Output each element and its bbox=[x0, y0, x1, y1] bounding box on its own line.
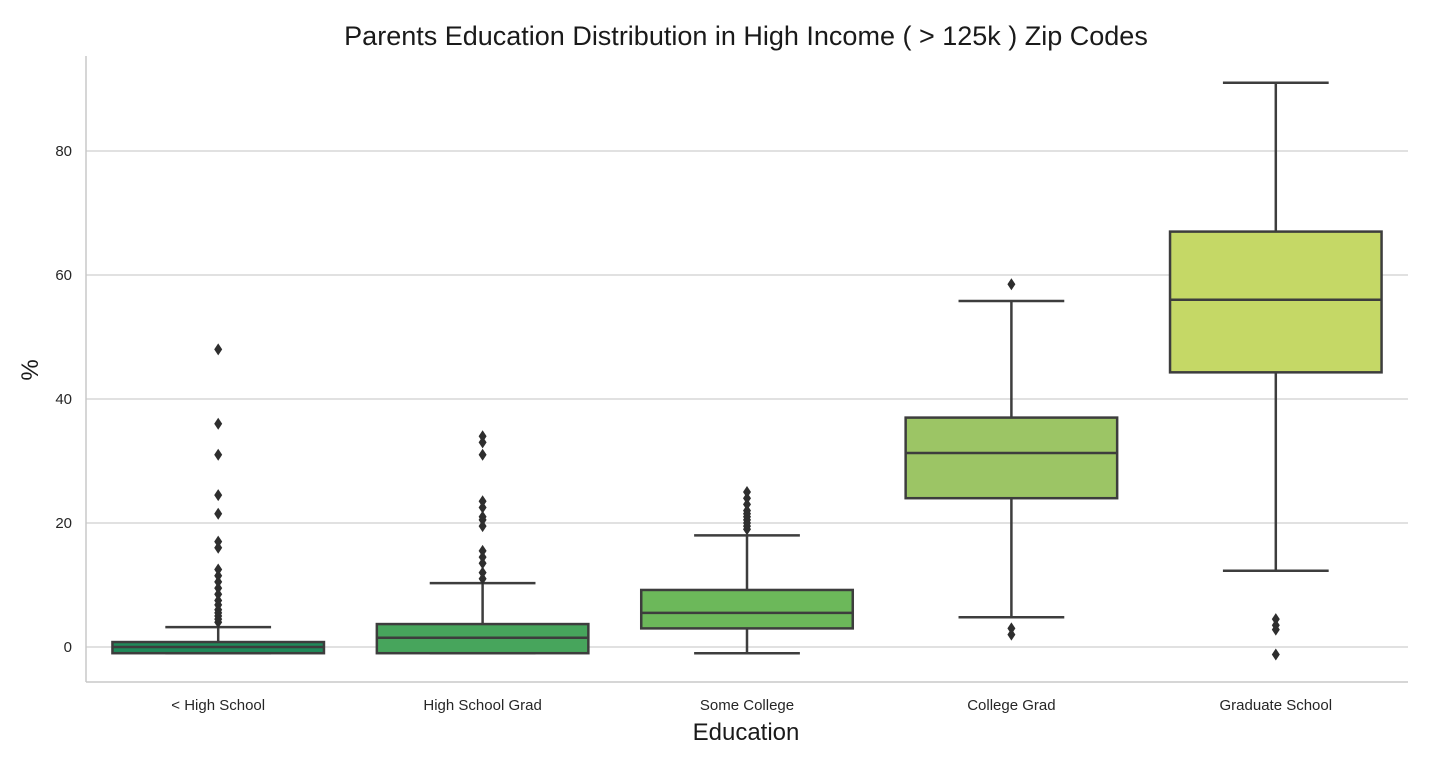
outlier-point bbox=[214, 575, 223, 588]
outlier-point bbox=[214, 507, 223, 520]
y-axis-label: % bbox=[17, 359, 44, 380]
outlier-point bbox=[743, 504, 751, 517]
outlier-point bbox=[478, 551, 487, 564]
x-tick-label-2: Some College bbox=[700, 697, 794, 714]
outlier-point bbox=[478, 430, 487, 443]
outlier-point bbox=[214, 569, 223, 582]
outlier-point bbox=[1007, 622, 1016, 635]
box-group-1 bbox=[375, 430, 590, 655]
x-axis-label: Education bbox=[693, 719, 800, 746]
outlier-point bbox=[743, 486, 751, 498]
box-iqr bbox=[904, 416, 1119, 500]
outlier-point bbox=[214, 448, 223, 461]
outlier-point bbox=[478, 495, 487, 508]
outlier-point bbox=[478, 557, 487, 570]
outlier-point bbox=[214, 582, 223, 595]
y-tick-label-0: 0 bbox=[64, 639, 72, 656]
outlier-point bbox=[478, 510, 487, 523]
box-iqr bbox=[1168, 230, 1383, 374]
outlier-point bbox=[478, 544, 487, 557]
outlier-point bbox=[1007, 628, 1016, 641]
outlier-point bbox=[1271, 613, 1280, 626]
x-tick-label-3: College Grad bbox=[967, 697, 1055, 714]
outlier-point bbox=[214, 489, 223, 502]
outlier-point bbox=[478, 448, 487, 461]
boxes-layer bbox=[111, 81, 1383, 661]
outlier-point bbox=[214, 594, 223, 607]
box-group-2 bbox=[639, 486, 855, 655]
outlier-point bbox=[214, 535, 223, 548]
y-tick-label-60: 60 bbox=[55, 267, 72, 284]
outlier-point bbox=[743, 492, 751, 505]
y-tick-label-20: 20 bbox=[55, 515, 72, 532]
outlier-point bbox=[1271, 619, 1280, 632]
outlier-point bbox=[743, 498, 751, 511]
y-tick-label-40: 40 bbox=[55, 391, 72, 408]
outlier-point bbox=[478, 520, 487, 533]
outlier-point bbox=[214, 588, 223, 601]
outlier-point bbox=[478, 566, 487, 579]
y-tick-labels: 0 20 40 60 80 bbox=[55, 143, 72, 656]
outlier-point bbox=[214, 417, 223, 430]
box-iqr bbox=[639, 588, 855, 630]
outlier-point bbox=[214, 541, 223, 554]
outlier-point bbox=[214, 343, 223, 356]
outlier-point bbox=[478, 436, 487, 449]
y-tick-label-80: 80 bbox=[55, 143, 72, 160]
box-group-0 bbox=[111, 343, 326, 655]
x-tick-label-4: Graduate School bbox=[1220, 697, 1333, 714]
box-group-4 bbox=[1168, 81, 1383, 661]
x-tick-labels: < High School High School Grad Some Colleg… bbox=[171, 697, 1332, 714]
x-tick-label-0: < High School bbox=[171, 697, 265, 714]
chart-title: Parents Education Distribution in High I… bbox=[344, 21, 1148, 51]
outlier-point bbox=[214, 563, 223, 576]
outlier-point bbox=[478, 501, 487, 514]
x-tick-label-1: High School Grad bbox=[423, 697, 541, 714]
outlier-point bbox=[1007, 278, 1016, 291]
box-group-3 bbox=[904, 278, 1119, 641]
outlier-point bbox=[1271, 648, 1280, 661]
outlier-point bbox=[478, 572, 487, 585]
